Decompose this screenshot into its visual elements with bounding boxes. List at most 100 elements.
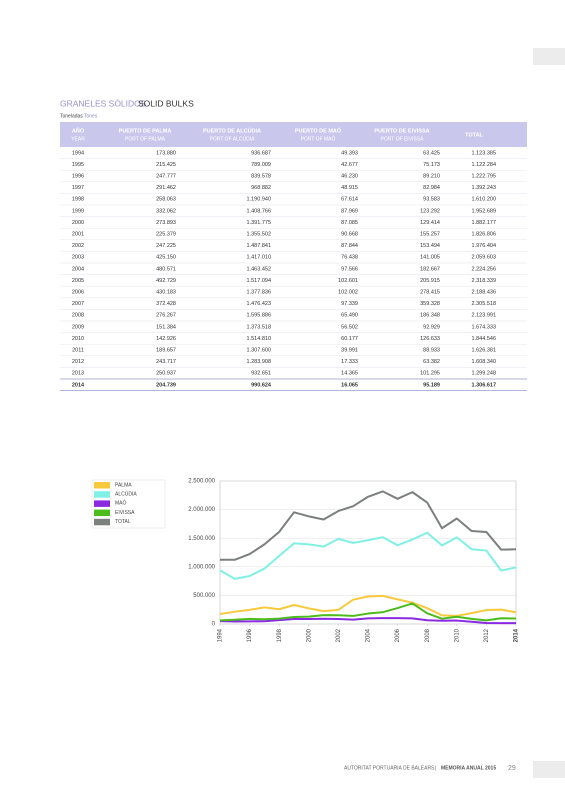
cell: 1.123.385: [472, 150, 496, 156]
side-tab: [533, 761, 565, 778]
legend-swatch: [94, 482, 110, 489]
footer-org: AUTORITAT PORTUÀRIA DE BALEARS: [344, 764, 435, 771]
cell: 16.065: [341, 382, 358, 388]
cell: 1.377.836: [247, 289, 271, 295]
column-subheader: PORT OF EIVISSA: [381, 136, 425, 142]
cell: 87.085: [341, 220, 358, 226]
cell: 2006: [72, 289, 84, 295]
legend-label: ALCÚDIA: [115, 491, 137, 498]
cell: 141.005: [420, 255, 440, 261]
y-tick-label: 2.000.000: [188, 507, 215, 513]
cell: 1.299.248: [472, 371, 496, 377]
cell: 205.915: [420, 278, 440, 284]
footer-report: MEMORIA ANUAL 2015: [441, 765, 496, 771]
cell: 243.717: [156, 359, 176, 365]
cell: 1.408.766: [247, 208, 271, 214]
column-subheader: PORT OF ALCÚDIA: [210, 135, 255, 142]
cell: 2.123.991: [472, 313, 496, 319]
x-tick-label: 2008: [425, 628, 431, 642]
cell: 990.624: [251, 382, 272, 388]
cell: 372.428: [156, 301, 176, 307]
x-tick-label: 2006: [395, 628, 401, 642]
cell: 142.926: [156, 336, 176, 342]
legend-swatch: [94, 509, 110, 517]
cell: 182.667: [420, 266, 440, 272]
side-tab: [533, 48, 565, 65]
cell: 1998: [72, 197, 84, 203]
cell: 89.210: [423, 173, 440, 179]
table-header-bg: [60, 122, 527, 147]
cell: 425.150: [156, 255, 176, 261]
cell: 1.610.200: [472, 197, 496, 203]
x-tick-label: 2012: [484, 628, 490, 642]
cell: 1.373.518: [247, 324, 271, 330]
cell: 250.937: [156, 371, 176, 377]
cell: 1.844.546: [472, 336, 496, 342]
cell: 93.583: [423, 197, 440, 203]
cell: 60.177: [341, 336, 358, 342]
unit: Toneladas: [60, 113, 83, 119]
cell: 2009: [72, 324, 84, 330]
cell: 1994: [72, 150, 84, 156]
x-tick-label: 2002: [336, 628, 342, 642]
cell: 215.425: [156, 162, 176, 168]
cell: 2000: [72, 220, 84, 226]
column-subheader: YEAR: [71, 136, 85, 142]
y-tick-label: 1.000.000: [188, 564, 215, 570]
cell: 2.059.603: [472, 255, 496, 261]
cell: 2.305.518: [472, 301, 496, 307]
cell: 1999: [72, 208, 84, 214]
cell: 273.893: [156, 220, 176, 226]
cell: 1.595.886: [247, 313, 271, 319]
cell: 2010: [72, 336, 84, 342]
cell: 2008: [72, 313, 84, 319]
unit-en: Tones: [84, 113, 98, 119]
cell: 932.651: [251, 371, 271, 377]
cell: 247.225: [156, 243, 176, 249]
cell: 2014: [72, 382, 85, 388]
column-header: PUERTO DE PALMA: [119, 128, 172, 134]
cell: 480.571: [156, 266, 176, 272]
cell: 1995: [72, 162, 84, 168]
page-number: 29: [508, 765, 516, 772]
cell: 63.425: [423, 150, 440, 156]
cell: 225.379: [156, 231, 176, 237]
cell: 14.365: [341, 371, 358, 377]
cell: 1.674.333: [472, 324, 496, 330]
series-line: [219, 617, 517, 625]
legend-swatch: [94, 491, 110, 498]
cell: 87.969: [341, 208, 358, 214]
cell: 88.933: [423, 347, 440, 353]
cell: 82.984: [423, 185, 440, 191]
cell: 46.230: [341, 173, 358, 179]
cell: 97.566: [341, 266, 358, 272]
footer-separator: |: [435, 765, 436, 771]
cell: 101.295: [420, 371, 440, 377]
series-line: [219, 531, 517, 580]
cell: 92.929: [423, 324, 440, 330]
cell: 789.009: [251, 162, 271, 168]
cell: 2.224.256: [472, 266, 496, 272]
section-title: GRANELES SÓLIDOS: [60, 98, 147, 108]
cell: 129.414: [420, 220, 440, 226]
legend-label: PALMA: [115, 482, 132, 488]
cell: 87.844: [341, 243, 358, 249]
cell: 189.657: [156, 347, 176, 353]
cell: 1.222.795: [472, 173, 496, 179]
column-header: PUERTO DE MAÓ: [295, 126, 342, 134]
cell: 2.188.436: [472, 289, 496, 295]
y-tick-label: 1.500.000: [188, 536, 215, 542]
column-subheader: PORT OF PALMA: [125, 136, 166, 142]
cell: 1.976.404: [472, 243, 496, 249]
cell: 492.729: [156, 278, 176, 284]
cell: 97.339: [341, 301, 358, 307]
cell: 1997: [72, 185, 84, 191]
cell: 276.267: [156, 313, 176, 319]
cell: 936.687: [251, 150, 271, 156]
cell: 1.517.094: [247, 278, 271, 284]
cell: 204.739: [156, 382, 176, 388]
cell: 2013: [72, 371, 84, 377]
x-tick-label: 1998: [277, 628, 283, 642]
cell: 247.777: [156, 173, 176, 179]
